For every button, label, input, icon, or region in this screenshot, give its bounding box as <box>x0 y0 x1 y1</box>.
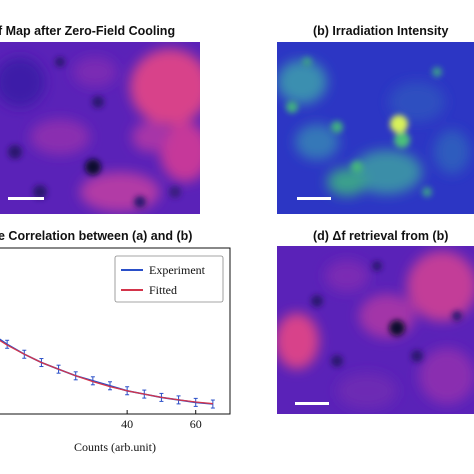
legend-label-fitted: Fitted <box>149 283 177 297</box>
retrieval-map-image <box>277 246 474 414</box>
legend-label-experiment: Experiment <box>149 263 206 277</box>
correlation-chart: 40 60 Experiment Fitted Counts (arb.unit) <box>0 247 231 454</box>
series-line-fitted <box>0 339 213 405</box>
irradiation-intensity-image <box>277 42 474 214</box>
x-tick-label: 60 <box>190 417 202 431</box>
scale-bar <box>297 197 331 200</box>
panel-d-map <box>277 246 474 414</box>
series-line-experiment <box>0 338 213 405</box>
panel-c-title: e Correlation between (a) and (b) <box>0 229 193 243</box>
plot-frame <box>0 247 231 415</box>
panel-c-chart: 40 60 Experiment Fitted Counts (arb.unit) <box>0 246 240 474</box>
scale-bar <box>8 197 44 200</box>
panel-a-title: f Map after Zero-Field Cooling <box>0 24 176 38</box>
zero-field-map-image <box>0 42 200 214</box>
panel-d-title: (d) Δf retrieval from (b) <box>313 229 449 243</box>
x-tick-label: 40 <box>121 417 133 431</box>
panel-b-map <box>277 42 474 214</box>
scale-bar <box>295 402 329 405</box>
panel-a-map <box>0 42 200 214</box>
panel-b-title: (b) Irradiation Intensity <box>313 24 449 38</box>
x-axis-label: Counts (arb.unit) <box>74 440 156 454</box>
